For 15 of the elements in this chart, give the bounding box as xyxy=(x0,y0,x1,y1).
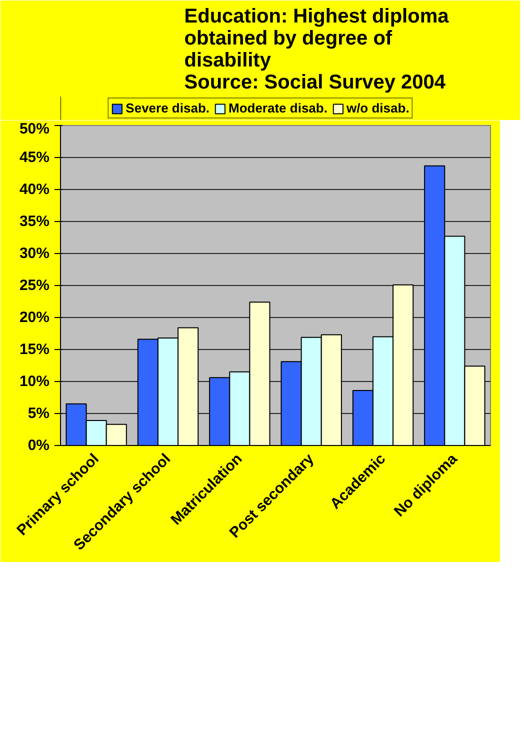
y-tick-label: 10% xyxy=(19,373,50,390)
legend-label: w/o disab. xyxy=(346,100,410,116)
y-tick-label: 15% xyxy=(19,341,50,358)
y-tick-label: 5% xyxy=(28,405,50,422)
y-tick-label: 45% xyxy=(19,149,50,166)
y-tick-label: 0% xyxy=(28,437,50,454)
legend-label: Moderate disab. xyxy=(228,100,328,116)
y-tick-label: 50% xyxy=(19,120,50,138)
y-tick-label: 25% xyxy=(19,277,50,294)
y-tick-label: 35% xyxy=(19,213,50,230)
y-tick-label: 40% xyxy=(19,181,50,198)
y-tick-label: 20% xyxy=(19,309,50,326)
chart-title: Education: Highest diploma obtained by degree of disability Source: Social Survey 2004 xyxy=(184,6,450,94)
legend-label: Severe disab. xyxy=(126,100,210,116)
y-tick-label: 30% xyxy=(19,245,50,262)
